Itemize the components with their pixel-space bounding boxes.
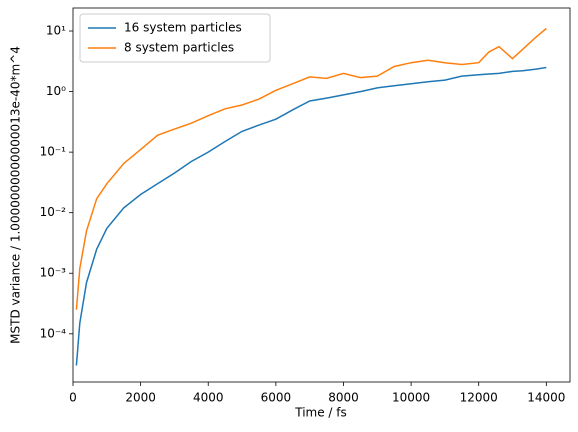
x-axis-label: Time / fs xyxy=(294,406,347,420)
x-tick-label: 4000 xyxy=(193,391,224,405)
y-tick-label: 10⁻² xyxy=(40,205,67,219)
plot-frame xyxy=(72,7,571,383)
series-line xyxy=(75,27,547,310)
legend-label: 8 system particles xyxy=(124,41,234,55)
x-tick-label: 2000 xyxy=(125,391,156,405)
y-tick-label: 10⁻¹ xyxy=(40,145,67,159)
x-tick-label: 6000 xyxy=(261,391,292,405)
x-tick-label: 8000 xyxy=(328,391,359,405)
y-tick-label: 10⁰ xyxy=(46,84,66,98)
x-tick-label: 0 xyxy=(69,391,77,405)
legend-label: 16 system particles xyxy=(124,21,242,35)
x-tick-label: 10000 xyxy=(392,391,430,405)
y-tick-label: 10⁻³ xyxy=(40,266,67,280)
x-tick-label: 14000 xyxy=(527,391,565,405)
y-tick-label: 10⁻⁴ xyxy=(40,326,67,340)
series-line xyxy=(75,66,547,366)
legend-box xyxy=(79,13,271,63)
x-tick-label: 12000 xyxy=(460,391,498,405)
y-tick-label: 10¹ xyxy=(46,24,66,38)
y-axis-label: MSTD variance / 1.0000000000000013e-40*m… xyxy=(9,46,23,344)
